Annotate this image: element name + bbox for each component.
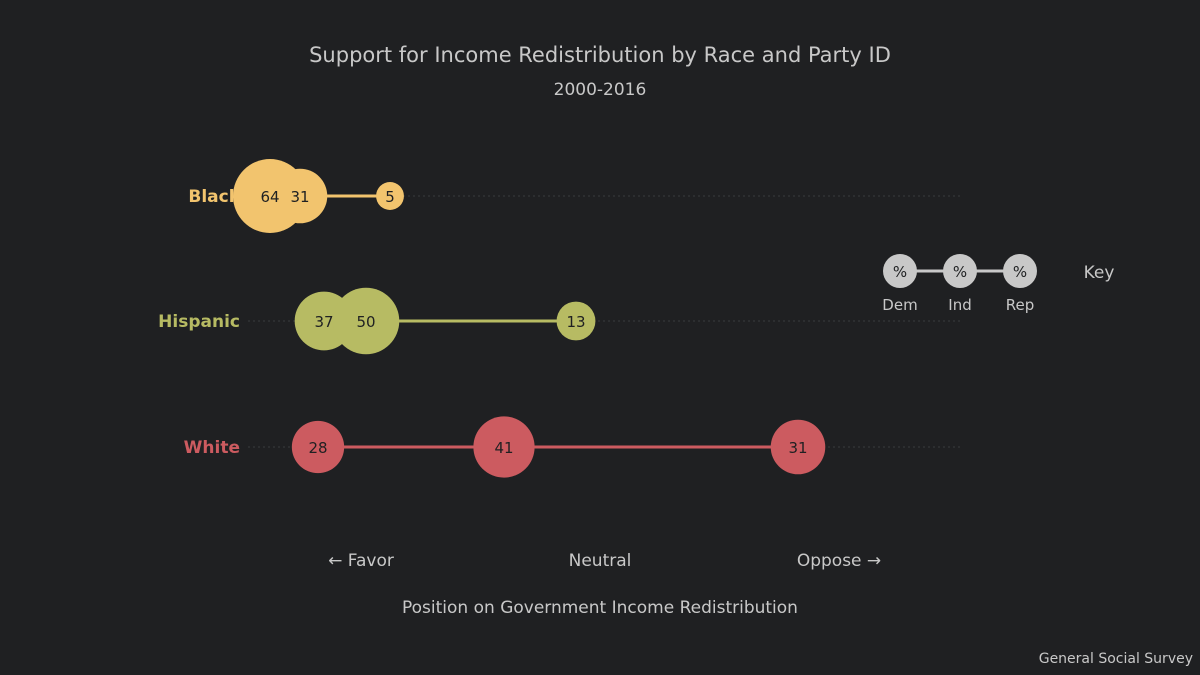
- key-label-ind: Ind: [948, 296, 971, 314]
- bubble-hispanic-ind: [332, 287, 400, 355]
- key-bubble-rep: [1003, 254, 1037, 288]
- key-label-dem: Dem: [882, 296, 917, 314]
- key-symbol-rep: %: [1013, 263, 1027, 281]
- bubble-label-black-rep: 5: [385, 188, 395, 206]
- bubble-white-ind: [473, 416, 535, 478]
- bubble-white-dem: [291, 420, 345, 474]
- bubble-white-rep: [770, 419, 826, 475]
- legend-key: % Dem% Ind% Rep Key: [882, 254, 1114, 314]
- bubble-black-ind: [272, 168, 328, 224]
- bubble-label-black-dem: 64: [260, 188, 279, 206]
- row-label-black: Black: [188, 187, 240, 207]
- row-label-white: White: [184, 438, 240, 458]
- bubble-hispanic-rep: [556, 301, 596, 341]
- x-axis-title: Position on Government Income Redistribu…: [402, 598, 798, 618]
- chart-rows: Black 64 31 5 Hispanic 37 50 13 White 28 41 31: [158, 159, 960, 478]
- key-symbol-dem: %: [893, 263, 907, 281]
- chart-subtitle: 2000-2016: [554, 80, 647, 100]
- key-bubble-ind: [943, 254, 977, 288]
- x-tick-neutral: Neutral: [569, 551, 632, 571]
- bubble-black-rep: [376, 182, 404, 210]
- bubble-label-white-rep: 31: [788, 439, 807, 457]
- x-tick-oppose: Oppose →: [797, 551, 881, 571]
- key-bubble-dem: [883, 254, 917, 288]
- key-symbol-ind: %: [953, 263, 967, 281]
- source-label: General Social Survey: [1039, 651, 1193, 667]
- bubble-label-hispanic-dem: 37: [314, 313, 333, 331]
- chart-title: Support for Income Redistribution by Rac…: [309, 43, 891, 67]
- key-label-rep: Rep: [1006, 296, 1035, 314]
- bubble-label-white-dem: 28: [308, 439, 327, 457]
- bubble-label-black-ind: 31: [290, 188, 309, 206]
- bubble-label-hispanic-ind: 50: [356, 313, 375, 331]
- key-title: Key: [1084, 263, 1115, 283]
- bubble-label-white-ind: 41: [494, 439, 513, 457]
- x-tick-favor: ← Favor: [328, 551, 394, 571]
- row-label-hispanic: Hispanic: [158, 312, 240, 332]
- bubble-label-hispanic-rep: 13: [566, 313, 585, 331]
